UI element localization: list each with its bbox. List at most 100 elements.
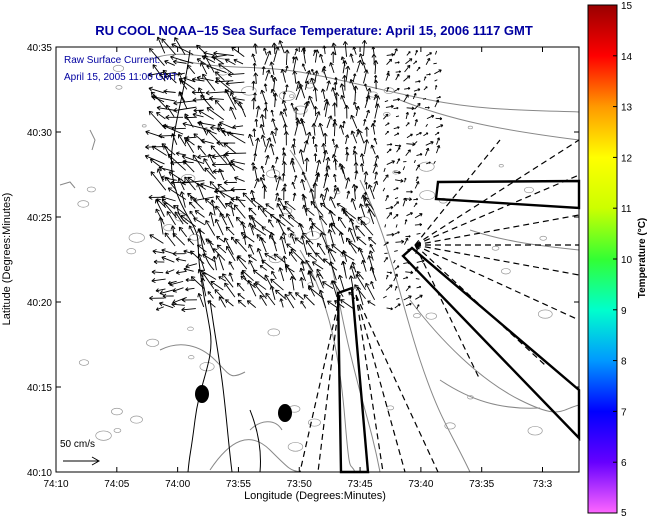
- current-vector: [212, 56, 225, 65]
- current-vector: [185, 139, 195, 153]
- depth-contour: [179, 59, 580, 113]
- current-vector: [356, 236, 367, 246]
- current-vector: [285, 263, 297, 281]
- current-vector: [275, 156, 279, 164]
- depth-contour-fragment: [305, 230, 321, 241]
- current-vector: [235, 238, 248, 252]
- current-vector: [221, 129, 245, 136]
- current-vector: [395, 70, 401, 74]
- current-vector: [248, 222, 255, 236]
- current-vector: [304, 80, 309, 90]
- current-vector: [283, 205, 295, 219]
- current-vector: [230, 236, 237, 245]
- current-vector: [183, 249, 195, 255]
- current-vector: [360, 220, 374, 236]
- current-vector: [159, 301, 174, 309]
- current-vector: [323, 172, 330, 189]
- current-vector: [294, 48, 299, 56]
- current-vector: [393, 213, 399, 219]
- x-tick-label: 73:55: [226, 479, 251, 490]
- colorbar-tick-label: 12: [621, 153, 633, 164]
- current-vector: [284, 200, 296, 211]
- current-vector: [434, 131, 440, 136]
- current-vector: [228, 261, 235, 270]
- depth-contour: [149, 53, 231, 61]
- current-vector: [370, 123, 376, 135]
- current-vector: [425, 123, 428, 127]
- depth-contour-fragment: [293, 105, 308, 115]
- current-vector: [355, 105, 360, 117]
- current-vector: [300, 178, 306, 191]
- current-vector: [393, 201, 399, 207]
- current-vector: [415, 80, 421, 83]
- current-vector: [183, 76, 196, 83]
- current-vector: [207, 300, 216, 308]
- current-vector: [265, 154, 270, 166]
- current-vector: [405, 285, 411, 292]
- current-vector: [386, 58, 393, 65]
- current-vector: [285, 84, 289, 93]
- colorbar-tick-label: 6: [621, 458, 627, 469]
- current-vector: [276, 218, 285, 234]
- current-vector: [300, 119, 307, 136]
- current-vector: [342, 74, 348, 91]
- current-vector: [187, 238, 195, 246]
- current-vector: [337, 274, 345, 291]
- current-vector: [269, 285, 276, 300]
- current-vector: [384, 224, 387, 228]
- current-vector: [434, 69, 442, 75]
- current-vector: [291, 144, 296, 155]
- current-vector: [294, 237, 304, 245]
- current-vector: [367, 255, 375, 273]
- current-vector: [384, 130, 389, 135]
- current-vector: [313, 70, 319, 84]
- current-vector: [159, 289, 175, 296]
- annotation-line: April 15, 2005 11:00 GMT: [64, 72, 178, 83]
- current-vector: [151, 145, 167, 156]
- current-vector: [253, 72, 259, 84]
- current-vector: [183, 267, 194, 272]
- current-vector: [301, 63, 307, 72]
- current-vector: [182, 121, 204, 129]
- current-vector: [321, 67, 328, 81]
- current-vector: [352, 150, 358, 164]
- current-vector: [200, 94, 215, 111]
- current-vector: [312, 172, 320, 189]
- current-vector: [202, 253, 216, 263]
- current-vector: [254, 118, 259, 128]
- current-vector: [304, 157, 310, 172]
- current-vector: [316, 273, 324, 289]
- current-vector: [151, 278, 166, 284]
- current-vector: [209, 96, 224, 102]
- current-vector: [208, 211, 215, 227]
- current-vector: [326, 115, 333, 129]
- current-vector: [331, 87, 337, 101]
- coastline: [170, 49, 261, 473]
- y-tick-label: 40:30: [27, 128, 52, 139]
- current-vector: [286, 227, 295, 234]
- current-vector: [426, 161, 431, 165]
- current-vector: [232, 124, 244, 130]
- current-vector: [307, 286, 325, 300]
- current-vector: [323, 187, 330, 201]
- current-vector: [404, 64, 411, 73]
- current-vector: [178, 133, 187, 147]
- current-vector: [290, 248, 306, 264]
- current-vector: [329, 261, 337, 281]
- current-vector: [167, 153, 186, 171]
- current-vector: [349, 265, 356, 279]
- current-vector: [288, 251, 298, 262]
- current-vector: [364, 95, 371, 109]
- sector-boundary-dashed: [355, 294, 406, 473]
- current-vector: [331, 244, 344, 255]
- current-vector: [312, 182, 318, 199]
- current-vector: [434, 99, 440, 108]
- current-vector: [156, 111, 166, 120]
- current-vector: [289, 160, 296, 173]
- current-vector: [322, 281, 334, 290]
- current-vector: [259, 124, 265, 135]
- current-vector: [200, 138, 214, 145]
- current-vector: [281, 187, 287, 201]
- current-vector: [166, 211, 176, 226]
- current-vector: [251, 225, 267, 236]
